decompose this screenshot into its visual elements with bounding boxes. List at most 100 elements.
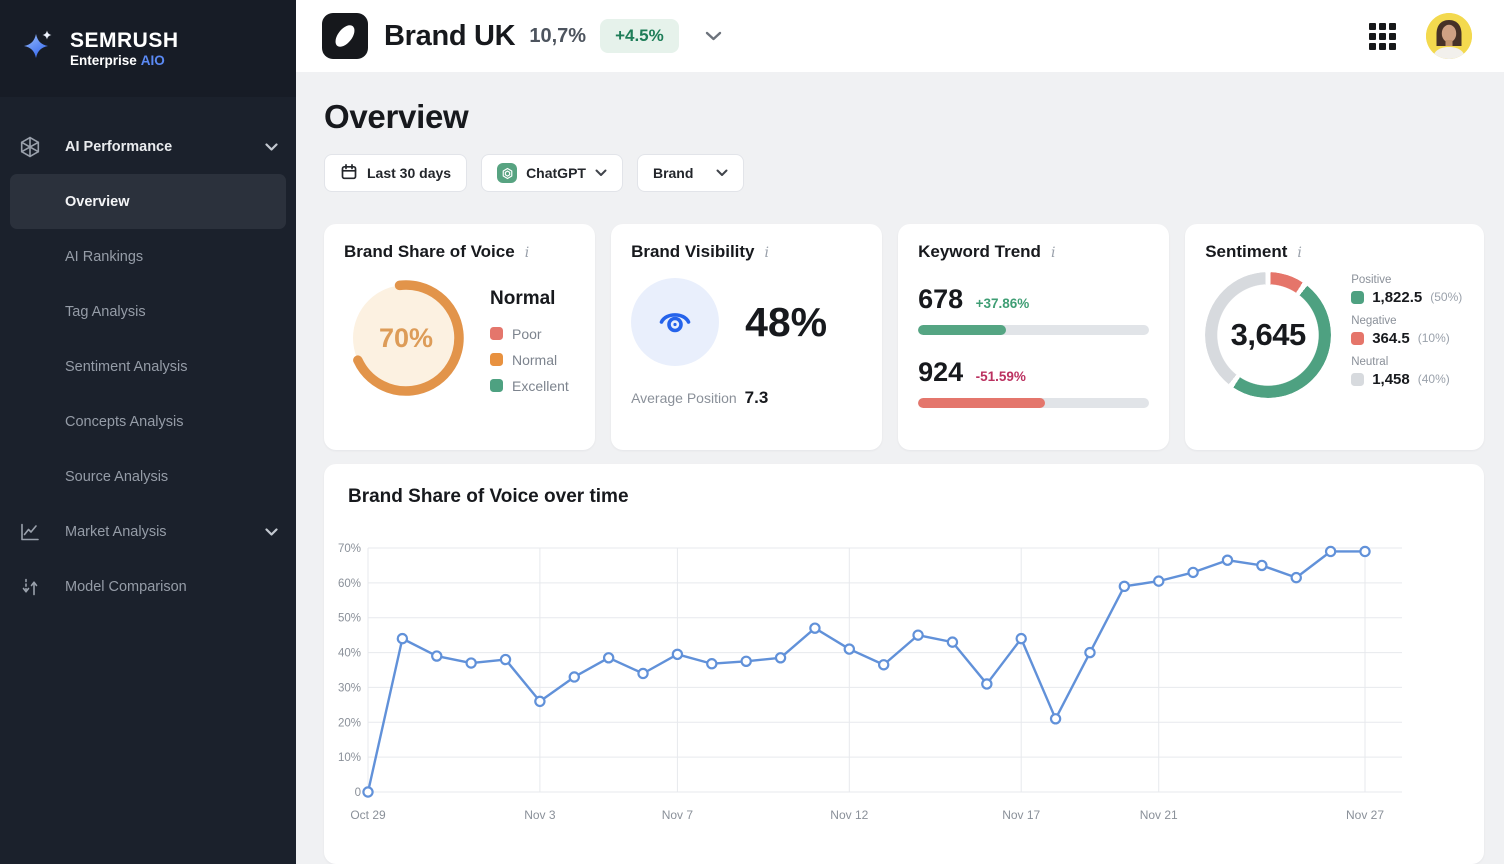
progress-bar-fill xyxy=(918,325,1006,335)
info-icon[interactable]: i xyxy=(524,245,530,261)
date-range-label: Last 30 days xyxy=(367,165,452,181)
kpi-cards-row: Brand Share of Voice i 70% Normal xyxy=(324,224,1484,450)
logo-subtitle-text: Enterprise xyxy=(70,52,137,68)
chart-title: Brand Share of Voice over time xyxy=(348,486,629,507)
average-position-label: Average Position xyxy=(631,390,737,406)
legend-item-neutral: Neutral 1,458 (40%) xyxy=(1351,356,1462,388)
info-icon[interactable]: i xyxy=(764,245,769,261)
sov-donut-value: 70% xyxy=(379,323,433,353)
top-header: Brand UK 10,7% +4.5% xyxy=(296,0,1504,72)
keyword-count: 924 xyxy=(918,357,964,387)
brand-delta-badge: +4.5% xyxy=(600,19,679,53)
sidebar-nav: AI Performance Overview AI Rankings Tag … xyxy=(0,97,296,614)
legend-item-poor: Poor xyxy=(490,326,569,342)
logo-aio-badge: AIO xyxy=(140,52,165,68)
svg-text:30%: 30% xyxy=(338,682,361,694)
sort-arrows-icon xyxy=(18,575,42,599)
legend-item-negative: Negative 364.5 (10%) xyxy=(1351,315,1462,347)
sidebar-item-sentiment-analysis[interactable]: Sentiment Analysis xyxy=(10,339,286,394)
sidebar-item-tag-analysis[interactable]: Tag Analysis xyxy=(10,284,286,339)
sentiment-donut-ring xyxy=(1205,272,1332,398)
chevron-down-icon xyxy=(265,142,278,151)
trend-chart-icon xyxy=(18,520,42,544)
card-sentiment: Sentiment i 3,645 Positive xyxy=(1185,224,1484,450)
brand-selector-chevron-icon[interactable] xyxy=(705,31,722,41)
svg-text:Nov 3: Nov 3 xyxy=(524,808,556,822)
scope-filter-label: Brand xyxy=(652,165,694,181)
card-title: Brand Share of Voice xyxy=(344,242,515,261)
svg-text:70%: 70% xyxy=(338,543,361,555)
keyword-trend-row-down: 924 -51.59% xyxy=(918,357,1150,408)
sidebar-item-ai-performance[interactable]: AI Performance xyxy=(0,119,296,174)
sidebar-item-overview[interactable]: Overview xyxy=(10,174,286,229)
brand-logo-icon xyxy=(322,13,368,59)
legend-item-excellent: Excellent xyxy=(490,378,569,394)
legend-label: Neutral xyxy=(1351,355,1389,368)
sidebar-item-source-analysis[interactable]: Source Analysis xyxy=(10,449,286,504)
card-title: Brand Visibility xyxy=(631,242,755,261)
sidebar-item-label: Sentiment Analysis xyxy=(65,358,188,375)
sidebar-item-market-analysis[interactable]: Market Analysis xyxy=(0,504,296,559)
svg-text:0: 0 xyxy=(355,787,361,799)
keyword-delta: +37.86% xyxy=(975,296,1030,311)
calendar-icon xyxy=(340,163,358,184)
sov-status: Normal xyxy=(490,287,556,309)
progress-bar-fill xyxy=(918,398,1046,408)
card-title: Keyword Trend xyxy=(918,242,1041,261)
card-brand-share-of-voice: Brand Share of Voice i 70% Normal xyxy=(324,224,596,450)
logo-text: SEMRUSH Enterprise AIO xyxy=(70,29,179,69)
svg-text:Nov 17: Nov 17 xyxy=(1002,808,1040,822)
sidebar-item-label: AI Performance xyxy=(65,138,173,155)
legend-swatch xyxy=(1351,372,1365,386)
average-position-row: Average Position 7.3 xyxy=(631,388,862,408)
user-avatar[interactable] xyxy=(1426,13,1472,59)
sidebar-item-ai-rankings[interactable]: AI Rankings xyxy=(10,229,286,284)
svg-text:Nov 12: Nov 12 xyxy=(830,808,868,822)
scope-filter[interactable]: Brand xyxy=(636,154,745,192)
sparkle-logo-icon xyxy=(20,27,58,70)
legend-label: Negative xyxy=(1351,314,1397,327)
legend-pct: (40%) xyxy=(1417,372,1450,386)
legend-value: 1,458 xyxy=(1372,370,1410,388)
page-title: Overview xyxy=(324,98,469,135)
card-title: Sentiment xyxy=(1205,242,1288,261)
sidebar-item-label: Concepts Analysis xyxy=(65,413,184,430)
info-icon[interactable]: i xyxy=(1050,245,1056,261)
sov-over-time-card: Brand Share of Voice over time 0 10% 20% 30… xyxy=(324,464,1484,864)
progress-bar xyxy=(918,325,1150,335)
svg-text:Nov 21: Nov 21 xyxy=(1140,808,1178,822)
date-range-filter[interactable]: Last 30 days xyxy=(324,154,468,192)
brand-name: Brand UK xyxy=(384,19,516,52)
logo-subtitle: Enterprise AIO xyxy=(70,53,179,69)
main-area: Brand UK 10,7% +4.5% xyxy=(296,0,1504,864)
visibility-eye-icon xyxy=(631,278,720,366)
sidebar-item-model-comparison[interactable]: Model Comparison xyxy=(0,559,296,614)
model-filter-label: ChatGPT xyxy=(526,165,586,181)
model-filter[interactable]: ChatGPT xyxy=(481,154,623,192)
legend-value: 364.5 xyxy=(1372,329,1410,347)
legend-pct: (10%) xyxy=(1417,331,1450,345)
legend-label: Normal xyxy=(512,351,558,368)
cube-icon xyxy=(18,135,42,159)
sidebar-item-concepts-analysis[interactable]: Concepts Analysis xyxy=(10,394,286,449)
svg-text:50%: 50% xyxy=(338,613,361,625)
chevron-down-icon xyxy=(716,169,728,176)
legend-label: Positive xyxy=(1351,273,1392,286)
svg-text:60%: 60% xyxy=(338,578,361,590)
progress-bar xyxy=(918,398,1150,408)
sov-legend: Normal Poor Normal Excelle xyxy=(490,288,569,394)
svg-text:Oct 29: Oct 29 xyxy=(350,808,386,822)
legend-swatch xyxy=(1351,290,1365,304)
average-position-value: 7.3 xyxy=(744,388,769,407)
sidebar-item-label: Overview xyxy=(65,193,130,210)
apps-grid-icon[interactable] xyxy=(1369,22,1396,50)
header-actions xyxy=(1369,13,1472,59)
info-icon[interactable]: i xyxy=(1297,245,1302,261)
legend-swatch xyxy=(1351,331,1365,345)
sidebar-item-label: AI Rankings xyxy=(65,248,144,265)
filter-bar: Last 30 days ChatGPT Brand xyxy=(324,154,1484,192)
chevron-down-icon xyxy=(595,169,607,176)
sidebar-item-label: Source Analysis xyxy=(65,468,169,485)
semrush-logo[interactable]: SEMRUSH Enterprise AIO xyxy=(0,0,296,97)
